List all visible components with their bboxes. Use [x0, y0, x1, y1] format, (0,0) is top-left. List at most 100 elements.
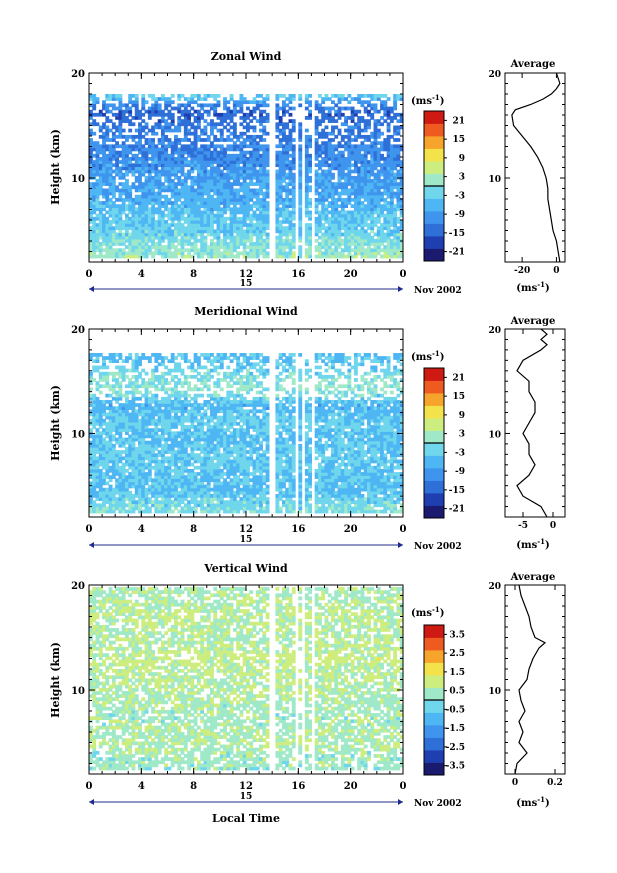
- heatmap-cell: [164, 138, 169, 142]
- heatmap-cell: [105, 138, 110, 142]
- heatmap-cell: [92, 406, 97, 411]
- heatmap-cell: [203, 226, 208, 231]
- heatmap-cell: [370, 188, 375, 193]
- heatmap-cell: [206, 147, 211, 152]
- heatmap-cell: [170, 453, 175, 458]
- heatmap-cell: [353, 97, 358, 101]
- heatmap-cell: [239, 100, 244, 105]
- heatmap-cell: [138, 497, 142, 501]
- heatmap-cell: [367, 160, 371, 164]
- heatmap-cell: [236, 210, 241, 215]
- heatmap-cell: [170, 374, 175, 379]
- heatmap-cell: [134, 94, 139, 98]
- heatmap-cell: [262, 138, 267, 142]
- heatmap-cell: [324, 238, 329, 243]
- heatmap-cell: [252, 213, 257, 218]
- heatmap-cell: [141, 418, 146, 423]
- heatmap-cell: [373, 201, 378, 205]
- heatmap-cell: [367, 125, 371, 130]
- heatmap-cell: [370, 210, 375, 215]
- heatmap-cell: [350, 119, 355, 123]
- heatmap-cell: [314, 100, 319, 105]
- heatmap-cell: [121, 197, 126, 202]
- heatmap-cell: [128, 509, 133, 514]
- heatmap-cell: [265, 223, 270, 227]
- heatmap-cell: [92, 396, 97, 401]
- heatmap-cell: [170, 500, 175, 505]
- heatmap-cell: [141, 103, 146, 108]
- heatmap-cell: [121, 490, 126, 495]
- heatmap-cell: [167, 216, 172, 221]
- heatmap-cell: [89, 191, 93, 196]
- heatmap-cell: [154, 378, 159, 382]
- heatmap-cell: [393, 131, 398, 136]
- heatmap-cell: [223, 204, 227, 208]
- heatmap-cell: [386, 229, 391, 234]
- heatmap-cell: [229, 182, 234, 186]
- heatmap-cell: [89, 248, 93, 253]
- heatmap-cell: [151, 500, 156, 505]
- heatmap-cell: [367, 172, 371, 177]
- heatmap-cell: [324, 229, 329, 234]
- heatmap-cell: [317, 94, 322, 98]
- heatmap-cell: [108, 509, 113, 514]
- heatmap-cell: [324, 197, 329, 202]
- heatmap-cell: [249, 232, 254, 237]
- heatmap-cell: [399, 188, 403, 193]
- heatmap-cell: [134, 210, 139, 215]
- heatmap-cell: [108, 150, 113, 155]
- heatmap-cell: [386, 106, 391, 111]
- heatmap-cell: [367, 223, 371, 227]
- heatmap-cell: [327, 191, 332, 196]
- heatmap-cell: [353, 134, 358, 139]
- heatmap-cell: [92, 481, 97, 486]
- heatmap-cell: [281, 207, 286, 212]
- heatmap-cell: [164, 106, 169, 111]
- heatmap-cell: [115, 418, 120, 423]
- heatmap-cell: [308, 232, 313, 237]
- heatmap-cell: [183, 116, 188, 120]
- heatmap-cell: [167, 213, 172, 218]
- heatmap-cell: [105, 465, 110, 470]
- heatmap-cell: [239, 197, 244, 202]
- heatmap-cell: [275, 179, 280, 183]
- heatmap-cell: [167, 109, 172, 114]
- heatmap-cell: [337, 131, 342, 136]
- heatmap-cell: [134, 500, 139, 505]
- heatmap-cell: [255, 134, 260, 139]
- heatmap-cell: [141, 490, 146, 495]
- heatmap-cell: [321, 160, 326, 164]
- heatmap-cell: [281, 134, 286, 139]
- heatmap-cell: [160, 434, 165, 439]
- heatmap-cell: [353, 229, 358, 234]
- heatmap-cell: [102, 443, 106, 448]
- heatmap-cell: [131, 468, 136, 473]
- heatmap-cell: [223, 172, 227, 177]
- heatmap-cell: [141, 204, 146, 208]
- heatmap-cell: [92, 163, 97, 168]
- heatmap-cell: [308, 210, 313, 215]
- heatmap-cell: [124, 440, 129, 445]
- heatmap-cell: [370, 248, 375, 253]
- heatmap-cell: [331, 232, 335, 237]
- heatmap-cell: [200, 210, 205, 215]
- average-unit-base: (ms: [516, 283, 537, 294]
- heatmap-cell: [164, 481, 169, 486]
- heatmap-cell: [124, 172, 129, 177]
- heatmap-cell: [108, 356, 113, 360]
- heatmap-cell: [95, 456, 100, 461]
- heatmap-cell: [229, 232, 234, 237]
- heatmap-cell: [203, 157, 208, 161]
- heatmap-cell: [183, 242, 188, 246]
- heatmap-cell: [367, 122, 371, 127]
- heatmap-cell: [154, 163, 159, 168]
- heatmap-cell: [183, 97, 188, 101]
- heatmap-cell: [344, 97, 348, 101]
- heatmap-cell: [92, 188, 97, 193]
- heatmap-cell: [121, 204, 126, 208]
- heatmap-cell: [236, 238, 241, 243]
- heatmap-cell: [386, 251, 391, 256]
- heatmap-cell: [327, 216, 332, 221]
- heatmap-cell: [314, 185, 319, 190]
- heatmap-cell: [360, 141, 365, 145]
